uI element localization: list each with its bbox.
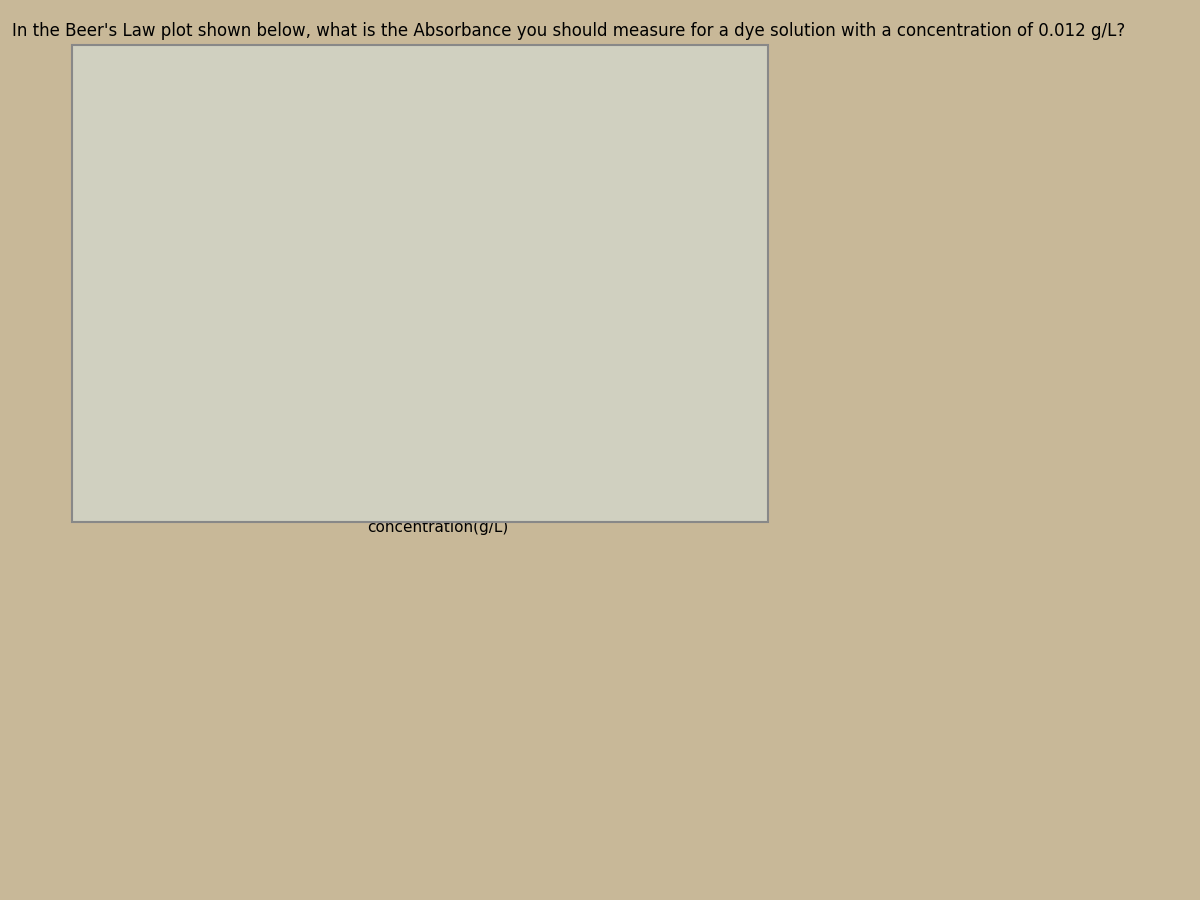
Title: Absorbance at Lambda max: Absorbance at Lambda max (301, 46, 575, 65)
X-axis label: concentration(g/L): concentration(g/L) (367, 520, 509, 536)
Y-axis label: Absorbance: Absorbance (85, 236, 100, 327)
Text: In the Beer's Law plot shown below, what is the Absorbance you should measure fo: In the Beer's Law plot shown below, what… (12, 22, 1126, 40)
